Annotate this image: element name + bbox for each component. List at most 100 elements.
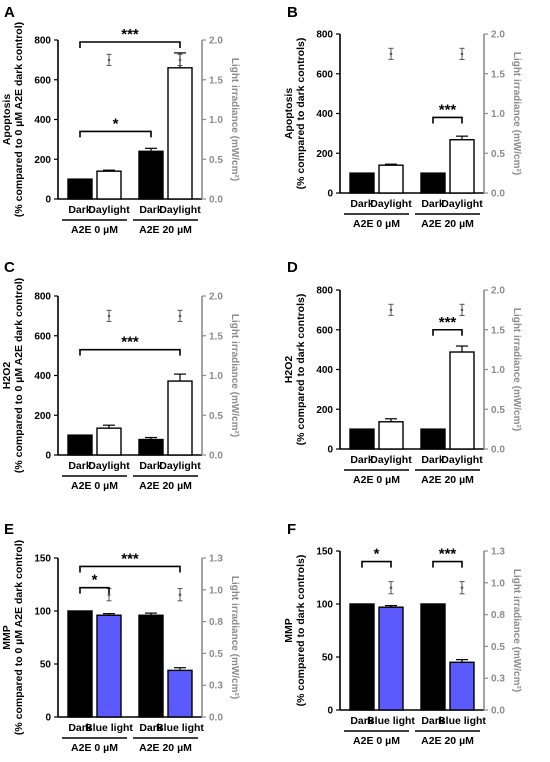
y-axis-label: (% compared to 0 µM A2E dark control) <box>13 278 25 473</box>
right-y-axis-label: Light irradiance (mW/cm²) <box>511 569 522 692</box>
x-tick-label: Daylight <box>441 454 483 466</box>
right-y-axis-label: Light irradiance (mW/cm²) <box>511 308 522 431</box>
right-y-axis-label: Light irradiance (mW/cm²) <box>511 52 522 175</box>
right-y-tick-label: 0.3 <box>209 681 223 692</box>
significance-bracket <box>79 130 152 138</box>
x-tick-label: Dark <box>68 722 92 734</box>
y-axis-label: Apoptosis <box>283 88 295 139</box>
significance-bracket <box>432 328 463 336</box>
panel-f: F 0 50 100 150 0.0 0.3 0.5 0.8 1.0 1.3 MMP (% compar… <box>283 521 522 747</box>
right-y-tick-label: 1.5 <box>491 325 505 336</box>
y-tick-label: 400 <box>34 371 51 382</box>
y-axis-label: (% compared to 0 µM A2E dark control) <box>13 22 25 217</box>
bar <box>378 421 404 450</box>
significance-bracket <box>79 348 181 356</box>
right-y-tick-label: 2.0 <box>209 292 223 303</box>
right-y-tick-label: 0.0 <box>209 451 223 462</box>
y-tick-label: 0 <box>327 706 333 717</box>
right-y-tick-label: 1.0 <box>491 578 505 589</box>
x-tick-label: Dark <box>68 204 92 216</box>
y-tick-label: 150 <box>316 547 333 558</box>
panel-b: B 0 200 400 600 800 0.0 0.5 1.0 1.5 2.0 Apoptosis (%… <box>283 4 522 230</box>
y-tick-label: 800 <box>316 286 333 297</box>
bar <box>449 351 475 450</box>
group-label: A2E 0 µM <box>71 224 118 236</box>
right-y-tick-label: 1.0 <box>491 365 505 376</box>
significance-label: *** <box>439 314 457 331</box>
panel-label: C <box>4 259 15 276</box>
bar <box>420 428 446 450</box>
y-tick-label: 400 <box>316 365 333 376</box>
significance-label: *** <box>121 550 139 567</box>
irradiance-point <box>389 52 393 56</box>
right-y-tick-label: 0.5 <box>209 155 223 166</box>
x-tick-label: Dark <box>350 454 374 466</box>
x-tick-label: Daylight <box>441 198 483 210</box>
right-y-tick-label: 0.5 <box>491 642 505 653</box>
panel-label: D <box>287 259 298 276</box>
right-y-tick-label: 1.5 <box>209 75 223 86</box>
x-tick-label: Daylight <box>88 460 130 472</box>
x-tick-label: Daylight <box>88 204 130 216</box>
panel-e: E 0 50 100 150 0.0 0.3 0.5 0.8 1.0 1.3 MMP (% compar… <box>1 521 240 754</box>
right-y-axis-label: Light irradiance (mW/cm²) <box>229 58 240 181</box>
bar <box>67 178 93 200</box>
y-axis-label: MMP <box>1 625 13 650</box>
significance-bracket <box>79 586 110 594</box>
x-tick-label: Dark <box>350 715 374 727</box>
group-label: A2E 0 µM <box>71 742 118 754</box>
bar <box>67 610 93 718</box>
x-tick-label: Blue light <box>85 722 133 734</box>
bar <box>138 150 164 200</box>
panel-d: D 0 200 400 600 800 0.0 0.5 1.0 1.5 2.0 H2O2 (% comp… <box>283 259 522 486</box>
group-label: A2E 0 µM <box>353 735 400 747</box>
right-y-tick-label: 1.0 <box>209 115 223 126</box>
group-label: A2E 20 µM <box>139 480 192 492</box>
x-tick-label: Daylight <box>159 460 201 472</box>
y-tick-label: 100 <box>316 600 333 611</box>
bar <box>138 614 164 718</box>
group-label: A2E 0 µM <box>353 218 400 230</box>
y-tick-label: 400 <box>34 115 51 126</box>
significance-label: *** <box>439 101 457 118</box>
y-axis-label: Apoptosis <box>1 94 13 145</box>
irradiance-point <box>389 308 393 312</box>
bar <box>420 172 446 194</box>
y-axis-label: (% compared to dark controls) <box>295 38 307 190</box>
x-tick-label: Dark <box>139 460 163 472</box>
right-y-tick-label: 1.0 <box>209 585 223 596</box>
y-tick-label: 200 <box>34 411 51 422</box>
x-tick-label: Dark <box>68 460 92 472</box>
significance-label: * <box>374 546 380 563</box>
y-axis-label: (% compared to dark controls) <box>295 555 307 707</box>
right-y-tick-label: 1.0 <box>491 109 505 120</box>
group-label: A2E 0 µM <box>71 480 118 492</box>
right-y-tick-label: 0.0 <box>209 195 223 206</box>
bar <box>449 139 475 194</box>
y-axis-label: (% compared to 0 µM A2E dark control) <box>13 540 25 735</box>
right-y-tick-label: 0.8 <box>491 610 505 621</box>
bar <box>96 427 122 456</box>
significance-label: *** <box>439 546 457 563</box>
bar <box>378 606 404 711</box>
right-y-tick-label: 0.0 <box>209 713 223 724</box>
significance-label: *** <box>121 26 139 43</box>
y-tick-label: 0 <box>45 195 51 206</box>
y-tick-label: 50 <box>322 653 334 664</box>
x-tick-label: Dark <box>421 715 445 727</box>
group-label: A2E 20 µM <box>139 742 192 754</box>
x-tick-label: Dark <box>139 204 163 216</box>
bar <box>349 172 375 194</box>
right-y-tick-label: 0.3 <box>491 674 505 685</box>
x-tick-label: Dark <box>350 198 374 210</box>
bar <box>349 603 375 711</box>
group-label: A2E 20 µM <box>421 218 474 230</box>
group-label: A2E 20 µM <box>139 224 192 236</box>
y-tick-label: 0 <box>327 445 333 456</box>
y-tick-label: 150 <box>34 554 51 565</box>
right-y-tick-label: 1.3 <box>491 547 505 558</box>
x-tick-label: Blue light <box>156 722 204 734</box>
right-y-tick-label: 0.0 <box>491 706 505 717</box>
group-label: A2E 20 µM <box>421 735 474 747</box>
